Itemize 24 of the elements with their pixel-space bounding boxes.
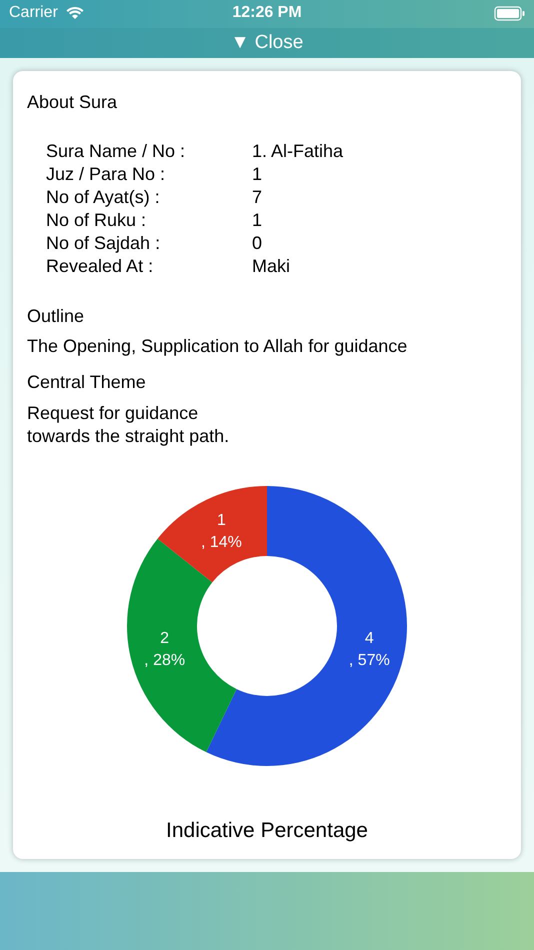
text: The Opening, Supplication to Allah for guidance xyxy=(27,336,408,357)
text: Revealed At : xyxy=(46,256,154,277)
text: No of Sajdah : xyxy=(46,233,160,254)
text: Carrier xyxy=(9,4,58,22)
data-label: 1 , 14% xyxy=(200,512,242,551)
text: Juz / Para No : xyxy=(46,164,166,185)
text: ▼ Close xyxy=(0,28,534,58)
data-label: 4 , 57% xyxy=(348,630,390,669)
text: 1 xyxy=(252,210,262,231)
text: About Sura xyxy=(27,92,118,113)
text: Maki xyxy=(252,256,290,277)
text: No of Ayat(s) : xyxy=(46,187,160,208)
text: Central Theme xyxy=(27,372,146,393)
text: 7 xyxy=(252,187,262,208)
text: Outline xyxy=(27,306,84,327)
text: 1. Al-Fatiha xyxy=(252,141,344,162)
text: 12:26 PM xyxy=(232,4,302,21)
text: 0 xyxy=(252,233,262,254)
text: 1 xyxy=(252,164,262,185)
text: Request for guidance towards the straight path. xyxy=(27,402,230,448)
text: No of Ruku : xyxy=(46,210,146,231)
text: Indicative Percentage xyxy=(165,819,369,843)
data-label: 2 , 28% xyxy=(144,630,186,669)
text: Sura Name / No : xyxy=(46,141,186,162)
